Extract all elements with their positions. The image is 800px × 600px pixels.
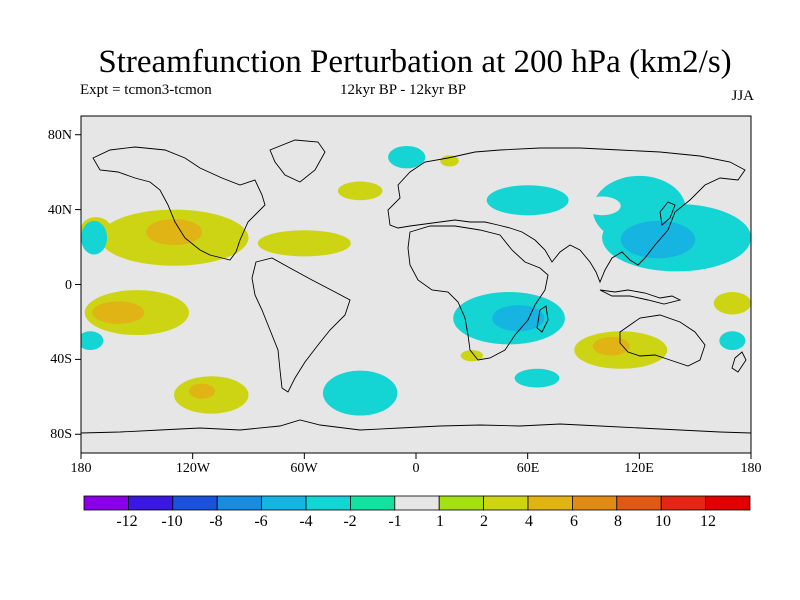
colorbar-swatch [438,495,485,511]
coast-madagascar [536,305,549,333]
lat-tick-label: 80S [50,427,72,442]
lon-tick-label: 120W [175,461,211,476]
contour-region [81,331,104,351]
coastlines [81,139,751,434]
contour-region [388,145,426,169]
colorbar-swatch [660,495,707,511]
contour-region [719,331,746,351]
lat-tick-label: 40N [47,203,72,218]
contour-region [322,370,398,416]
contour-region [81,220,108,255]
colorbar-swatch [261,495,307,511]
colorbar-label: -8 [209,513,223,530]
contour-region [592,336,631,356]
lat-tick-label: 0 [65,278,72,293]
coast-japan [659,201,676,226]
coast-antarctica [81,419,751,434]
colorbar-label: 2 [480,513,488,530]
colorbar-label: 4 [525,513,533,530]
lon-tick-label: 180 [740,461,762,476]
lat-tick-label: 40S [50,352,72,367]
colorbar-label: -1 [388,513,402,530]
lon-tick-label: 0 [412,461,420,476]
colorbar-swatch [572,495,618,511]
colorbar-swatch [616,495,662,511]
colorbar-label: -4 [299,513,313,530]
experiment-label: Expt = tcmon3-tcmon [80,82,212,98]
lon-tick-label: 120E [624,461,654,476]
coast-eurasia [387,147,746,284]
coast-north-america [92,146,266,261]
contour-region [460,350,484,362]
contour-region [492,305,545,332]
contour-region [713,291,751,315]
colorbar-label: -10 [161,513,183,530]
colorbar-swatch [394,495,440,511]
coast-greenland [269,139,326,183]
contour-region [257,230,351,257]
axis-ticks [75,134,752,459]
colorbar-swatch [305,495,351,511]
colorbar-swatch [349,495,396,511]
period-label: 12kyr BP - 12kyr BP [340,82,467,98]
contour-region [514,368,560,388]
lon-tick-label: 60E [516,461,540,476]
colorbar-label: -6 [254,513,268,530]
page-title: Streamfunction Perturbation at 200 hPa (… [98,44,732,80]
season-label: JJA [731,88,754,104]
contour-region [583,196,621,216]
contour-region [620,220,696,259]
colorbar-swatch [483,495,529,511]
coast-south-america [251,257,351,393]
field-contours [81,145,751,416]
contour-region [486,185,569,216]
lat-tick-label: 80N [47,128,72,143]
colorbar-swatch [127,495,174,511]
colorbar-label: 12 [700,513,716,530]
colorbar-label: -2 [343,513,357,530]
colorbar-swatch [705,495,751,511]
colorbar-swatch [216,495,262,511]
colorbar [83,495,751,511]
colorbar-label: 6 [570,513,578,530]
colorbar-label: -12 [116,513,138,530]
colorbar-label: 8 [614,513,622,530]
contour-region [440,155,459,167]
coast-africa [407,225,549,361]
contour-region [337,181,383,201]
lon-tick-label: 60W [290,461,318,476]
colorbar-label: 10 [655,513,671,530]
contour-region [146,218,202,246]
coast-australia [619,314,706,367]
contour-region [92,301,145,324]
colorbar-swatch [527,495,573,511]
lon-tick-label: 180 [70,461,92,476]
colorbar-label: 1 [436,513,444,530]
colorbar-swatch [83,495,129,511]
coast-indonesia [599,289,682,305]
contour-region [188,383,216,399]
coast-new-zealand [731,351,747,373]
colorbar-swatch [172,495,218,511]
